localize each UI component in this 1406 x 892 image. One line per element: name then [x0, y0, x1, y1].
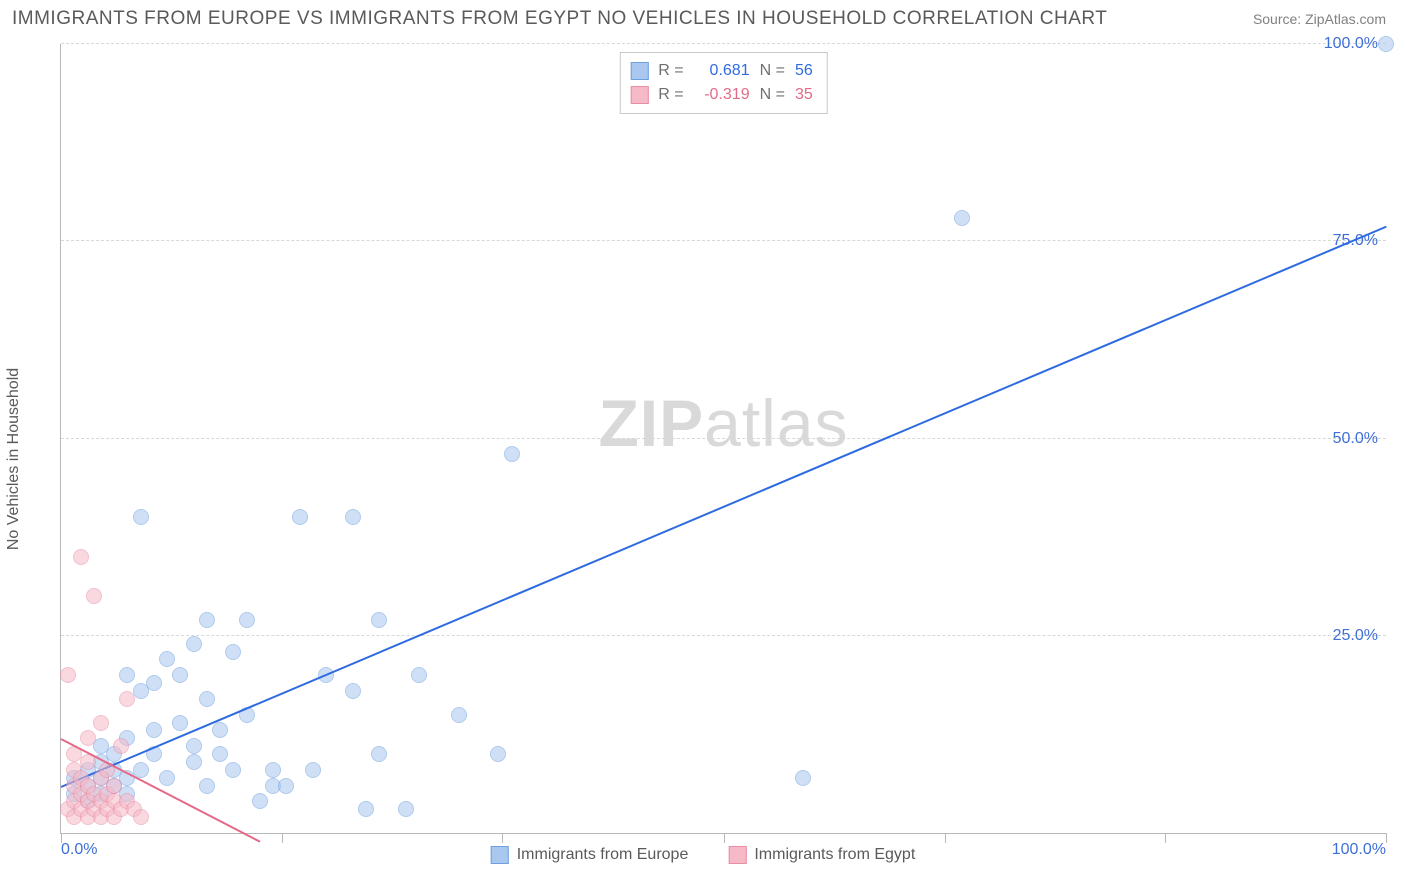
data-point [490, 746, 506, 762]
data-point [186, 636, 202, 652]
data-point [186, 754, 202, 770]
data-point [954, 210, 970, 226]
data-point [278, 778, 294, 794]
grid-line [61, 438, 1386, 439]
chart-container: No Vehicles in Household ZIPatlas R =0.6… [20, 36, 1386, 864]
data-point [225, 762, 241, 778]
data-point [795, 770, 811, 786]
regression-line [61, 226, 1387, 788]
data-point [133, 809, 149, 825]
stats-legend: R = 0.681 N = 56 R = -0.319 N = 35 [619, 52, 827, 114]
legend-item: Immigrants from Europe [491, 846, 689, 864]
scatter-plot: ZIPatlas R = 0.681 N = 56 R = -0.319 N = 35 25.… [60, 44, 1386, 834]
data-point [212, 746, 228, 762]
y-axis-label: No Vehicles in Household [5, 368, 23, 550]
data-point [252, 793, 268, 809]
data-point [172, 667, 188, 683]
data-point [305, 762, 321, 778]
legend-swatch [630, 86, 648, 104]
data-point [106, 778, 122, 794]
data-point [398, 801, 414, 817]
r-label: R = [658, 59, 683, 83]
data-point [239, 612, 255, 628]
x-tick [282, 833, 283, 843]
data-point [113, 738, 129, 754]
stats-row: R = 0.681 N = 56 [630, 59, 812, 83]
data-point [345, 509, 361, 525]
watermark: ZIPatlas [598, 385, 848, 461]
legend-swatch [630, 62, 648, 80]
x-tick [1165, 833, 1166, 843]
data-point [186, 738, 202, 754]
data-point [371, 746, 387, 762]
x-min-label: 0.0% [61, 841, 97, 859]
data-point [159, 651, 175, 667]
data-point [451, 707, 467, 723]
stats-row: R = -0.319 N = 35 [630, 83, 812, 107]
y-tick-label: 100.0% [1324, 35, 1378, 53]
watermark-bold: ZIP [598, 386, 704, 460]
legend-item: Immigrants from Egypt [728, 846, 915, 864]
data-point [199, 612, 215, 628]
x-tick [724, 833, 725, 843]
data-point [146, 722, 162, 738]
n-value: 56 [795, 59, 813, 83]
data-point [212, 722, 228, 738]
data-point [73, 549, 89, 565]
data-point [199, 778, 215, 794]
data-point [119, 667, 135, 683]
x-tick [1386, 833, 1387, 843]
watermark-light: atlas [704, 386, 848, 460]
grid-line [61, 43, 1386, 44]
grid-line [61, 240, 1386, 241]
r-value: -0.319 [694, 83, 750, 107]
series-legend: Immigrants from Europe Immigrants from Eg… [491, 846, 916, 864]
source-label: Source: ZipAtlas.com [1253, 11, 1386, 27]
data-point [411, 667, 427, 683]
data-point [265, 762, 281, 778]
data-point [60, 667, 76, 683]
data-point [504, 446, 520, 462]
legend-label: Immigrants from Europe [517, 846, 689, 864]
data-point [1378, 36, 1394, 52]
y-tick-label: 50.0% [1333, 430, 1378, 448]
legend-swatch [728, 846, 746, 864]
n-value: 35 [795, 83, 813, 107]
data-point [225, 644, 241, 660]
data-point [345, 683, 361, 699]
r-value: 0.681 [694, 59, 750, 83]
grid-line [61, 635, 1386, 636]
x-max-label: 100.0% [1332, 841, 1386, 859]
n-label: N = [760, 59, 785, 83]
legend-label: Immigrants from Egypt [754, 846, 915, 864]
legend-swatch [491, 846, 509, 864]
x-tick [502, 833, 503, 843]
data-point [159, 770, 175, 786]
r-label: R = [658, 83, 683, 107]
data-point [93, 715, 109, 731]
data-point [80, 730, 96, 746]
data-point [371, 612, 387, 628]
header: IMMIGRANTS FROM EUROPE VS IMMIGRANTS FRO… [0, 0, 1406, 30]
data-point [86, 588, 102, 604]
data-point [199, 691, 215, 707]
data-point [292, 509, 308, 525]
data-point [119, 691, 135, 707]
data-point [358, 801, 374, 817]
data-point [133, 509, 149, 525]
n-label: N = [760, 83, 785, 107]
data-point [146, 675, 162, 691]
chart-title: IMMIGRANTS FROM EUROPE VS IMMIGRANTS FRO… [12, 8, 1107, 30]
data-point [172, 715, 188, 731]
x-tick [945, 833, 946, 843]
y-tick-label: 25.0% [1333, 627, 1378, 645]
